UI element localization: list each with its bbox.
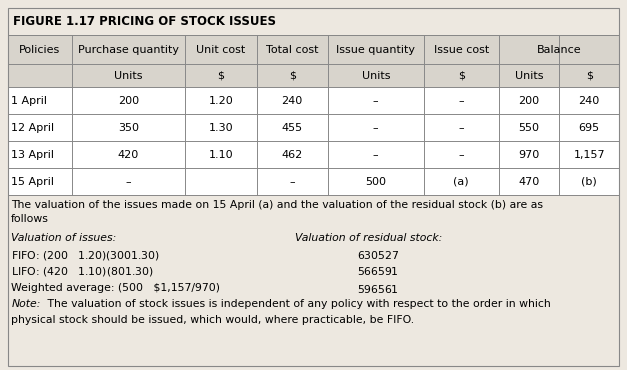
Text: Total cost: Total cost (266, 44, 319, 55)
Text: (a): (a) (453, 177, 469, 187)
Text: Policies: Policies (19, 44, 60, 55)
Text: Units: Units (515, 71, 543, 81)
Text: Purchase quantity: Purchase quantity (78, 44, 179, 55)
Text: Note:: Note: (11, 299, 41, 309)
Text: 470: 470 (518, 177, 539, 187)
Text: Balance: Balance (537, 44, 581, 55)
Text: –: – (458, 150, 464, 160)
Text: 13 April: 13 April (11, 150, 54, 160)
Text: 200: 200 (118, 96, 139, 106)
Text: Weighted average: (500   $1,157/970): Weighted average: (500 $1,157/970) (11, 283, 220, 293)
Text: (b): (b) (581, 177, 597, 187)
Text: –: – (373, 150, 379, 160)
Text: 1.20: 1.20 (209, 96, 233, 106)
Text: physical stock should be issued, which would, where practicable, be FIFO.: physical stock should be issued, which w… (11, 314, 414, 324)
Text: The valuation of stock issues is independent of any policy with respect to the o: The valuation of stock issues is indepen… (44, 299, 551, 309)
Text: 1.30: 1.30 (209, 123, 233, 133)
Text: follows: follows (11, 215, 49, 225)
Text: Units: Units (362, 71, 390, 81)
Text: 970: 970 (518, 150, 539, 160)
Bar (8, 64, 619, 87)
Text: 200: 200 (518, 96, 539, 106)
Text: –: – (458, 96, 464, 106)
Text: $566 $591: $566 $591 (357, 265, 399, 276)
Text: Units: Units (114, 71, 143, 81)
Text: 240: 240 (579, 96, 600, 106)
Text: 1.10: 1.10 (209, 150, 233, 160)
Text: 695: 695 (579, 123, 600, 133)
Text: Issue quantity: Issue quantity (336, 44, 415, 55)
Text: $: $ (458, 71, 465, 81)
Bar (8, 8, 619, 35)
Text: 12 April: 12 April (11, 123, 54, 133)
Text: Unit cost: Unit cost (196, 44, 246, 55)
Text: $: $ (586, 71, 593, 81)
Text: The valuation of the issues made on 15 April (a) and the valuation of the residu: The valuation of the issues made on 15 A… (11, 200, 543, 210)
Text: $: $ (218, 71, 224, 81)
Text: 240: 240 (282, 96, 303, 106)
Text: 462: 462 (282, 150, 303, 160)
Text: Valuation of issues:: Valuation of issues: (11, 233, 117, 243)
Text: 550: 550 (519, 123, 539, 133)
Text: 1 April: 1 April (11, 96, 46, 106)
Bar (8, 35, 619, 64)
Text: $: $ (288, 71, 296, 81)
Text: $630 $527: $630 $527 (357, 249, 400, 260)
Text: Valuation of residual stock:: Valuation of residual stock: (295, 233, 442, 243)
Text: 500: 500 (366, 177, 386, 187)
Text: 350: 350 (118, 123, 139, 133)
Text: Issue cost: Issue cost (433, 44, 489, 55)
Text: –: – (458, 123, 464, 133)
Text: LIFO: (420   $1.10)   (80   $1.30): LIFO: (420 $1.10) (80 $1.30) (11, 265, 154, 278)
Text: –: – (373, 123, 379, 133)
Bar (8, 35, 619, 195)
Text: –: – (373, 96, 379, 106)
Text: 15 April: 15 April (11, 177, 54, 187)
Text: $596 $561: $596 $561 (357, 283, 399, 295)
Bar (8, 195, 619, 366)
Text: 455: 455 (282, 123, 303, 133)
Text: 1,157: 1,157 (574, 150, 605, 160)
Text: FIGURE 1.17 PRICING OF STOCK ISSUES: FIGURE 1.17 PRICING OF STOCK ISSUES (13, 15, 275, 28)
Text: –: – (289, 177, 295, 187)
Text: FIFO: (200   $1.20)   (300   $1.30): FIFO: (200 $1.20) (300 $1.30) (11, 249, 161, 262)
Text: –: – (125, 177, 131, 187)
Text: 420: 420 (118, 150, 139, 160)
